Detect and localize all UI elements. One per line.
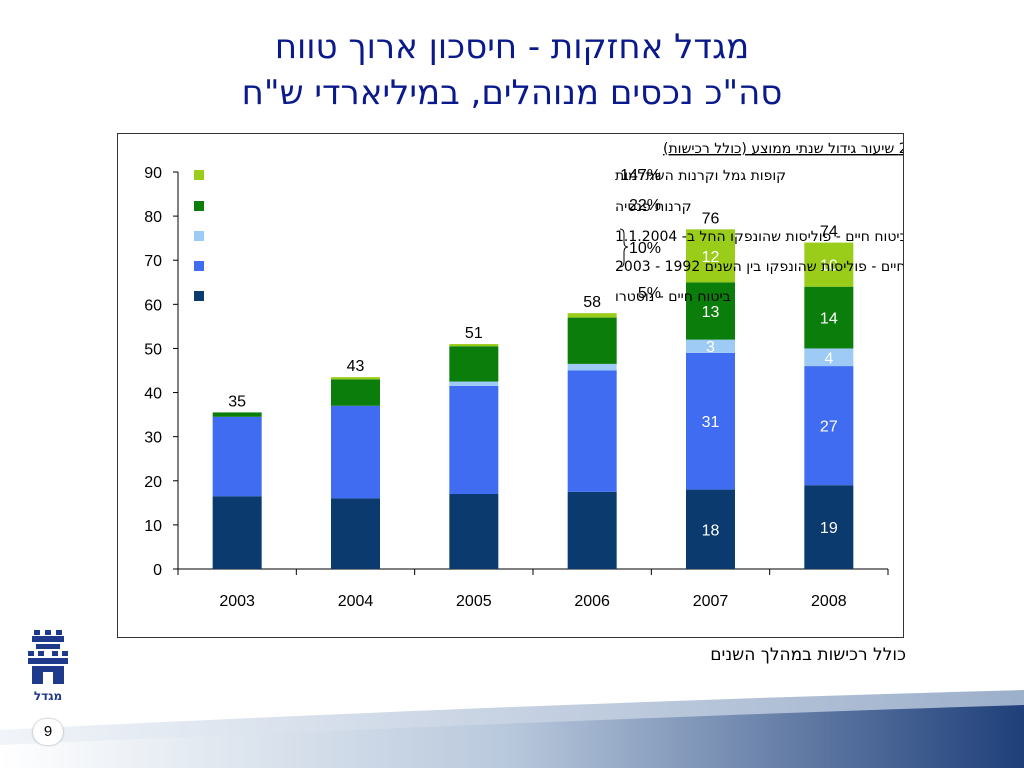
migdal-logo: מגדל xyxy=(28,630,68,703)
bar-segment-label: 27 xyxy=(820,419,838,436)
bar-total-label: 58 xyxy=(583,294,601,311)
title-line-1: מגדל אחזקות - חיסכון ארוך טווח xyxy=(274,27,750,67)
bar-total-label: 51 xyxy=(465,325,483,342)
x-tick-label: 2007 xyxy=(693,593,729,610)
legend-swatch xyxy=(194,291,204,301)
growth-rate-label: 22% xyxy=(629,197,661,214)
y-tick-label: 20 xyxy=(144,474,162,491)
bar-segment xyxy=(331,405,380,499)
bar-segment xyxy=(804,286,854,349)
bar-segment xyxy=(449,494,499,569)
legend-label: ביטוח חיים - נוסטרו xyxy=(615,289,731,305)
bar-segment-label: 31 xyxy=(702,414,720,431)
bar-segment xyxy=(686,489,735,569)
bar-total-label: 76 xyxy=(702,210,720,227)
x-tick-label: 2008 xyxy=(811,593,847,610)
bar-segment-label: 10 xyxy=(820,258,838,275)
bar-segment xyxy=(804,366,854,486)
bar-segment xyxy=(686,229,735,283)
y-tick-label: 40 xyxy=(144,386,162,403)
legend-swatch xyxy=(194,170,204,180)
legend-label: ביטוח חיים - פוליסות שהונפקו החל ב- 1.1.… xyxy=(615,229,903,245)
page-number: 9 xyxy=(33,719,63,745)
y-tick-label: 80 xyxy=(144,209,162,226)
bar-segment xyxy=(212,412,262,417)
y-tick-label: 50 xyxy=(144,341,162,358)
title-line-2: סה"כ נכסים מנוהלים, במיליארדי ש"ח xyxy=(241,73,783,113)
footer-wave xyxy=(0,690,1024,768)
bar-total-label: 74 xyxy=(820,224,838,241)
bar-segment xyxy=(567,363,617,371)
growth-rate-label: 10% xyxy=(629,240,661,257)
bar-segment xyxy=(567,317,617,364)
legend-swatch xyxy=(194,231,204,241)
bar-segment xyxy=(449,346,499,382)
growth-rate-label: 147% xyxy=(620,167,661,184)
x-tick-label: 2004 xyxy=(338,593,374,610)
bar-segment xyxy=(449,344,499,347)
bar-segment xyxy=(567,491,617,569)
bar-segment-label: 13 xyxy=(702,304,720,321)
y-tick-label: 0 xyxy=(153,562,162,579)
stacked-bar-chart: 0102030405060708090352003432004512005582… xyxy=(144,141,903,610)
y-tick-label: 10 xyxy=(144,518,162,535)
y-tick-label: 30 xyxy=(144,430,162,447)
legend-swatch xyxy=(194,261,204,271)
bar-segment xyxy=(804,348,854,367)
logo-text: מגדל xyxy=(34,689,62,703)
footnote: כולל רכישות במהלך השנים xyxy=(710,645,906,665)
x-tick-label: 2003 xyxy=(219,593,255,610)
bar-segment xyxy=(449,381,499,386)
bar-segment xyxy=(331,377,380,380)
x-tick-label: 2005 xyxy=(456,593,492,610)
bar-segment xyxy=(567,370,617,492)
bar-segment-label: 18 xyxy=(702,522,720,539)
bar-segment xyxy=(212,496,262,569)
bar-segment-label: 12 xyxy=(702,249,720,266)
y-tick-label: 60 xyxy=(144,297,162,314)
bar-segment-label: 19 xyxy=(820,520,838,537)
bar-segment xyxy=(804,485,854,569)
bar-segment-label: 4 xyxy=(824,350,833,367)
y-tick-label: 70 xyxy=(144,253,162,270)
bar-segment xyxy=(686,339,735,353)
chart-title: 2008- 2004 שיעור גידול שנתי ממוצע (כולל … xyxy=(663,141,903,157)
bar-segment xyxy=(449,385,499,495)
bar-segment xyxy=(212,416,262,497)
legend-swatch xyxy=(194,201,204,211)
growth-rate-label: 5% xyxy=(638,285,661,302)
bar-total-label: 43 xyxy=(347,358,365,375)
bar-segment xyxy=(686,352,735,490)
x-tick-label: 2006 xyxy=(574,593,610,610)
bar-segment-label: 14 xyxy=(820,311,838,328)
legend-label: ביטוח חיים - פוליסות שהונפקו בין השנים 1… xyxy=(615,259,903,275)
legend-label: קופות גמל וקרנות השתלמות xyxy=(615,168,786,184)
bar-segment xyxy=(567,313,617,318)
bar-total-label: 35 xyxy=(228,393,246,410)
slide-title: מגדל אחזקות - חיסכון ארוך טווח סה"כ נכסי… xyxy=(0,24,1024,116)
legend-label: קרנות פנסיה xyxy=(615,199,692,215)
chart-frame: 0 10 20 30 40 50 60 70 80 90 35 2003 43 2004 51 2005 58 2… xyxy=(117,133,904,638)
bar-segment xyxy=(331,379,380,406)
bar-segment xyxy=(331,498,380,569)
bar-segment xyxy=(686,282,735,340)
bar-segment-label: 3 xyxy=(706,339,715,356)
y-tick-label: 90 xyxy=(144,165,162,182)
legend-brace xyxy=(619,228,629,268)
bar-segment xyxy=(804,242,854,287)
